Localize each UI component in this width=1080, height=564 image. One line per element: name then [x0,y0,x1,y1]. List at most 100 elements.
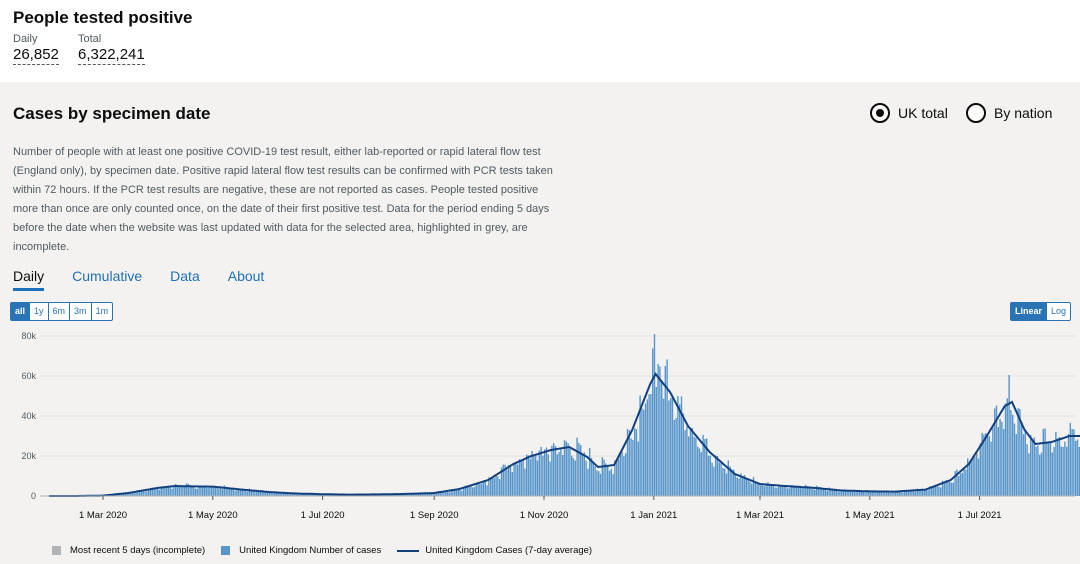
case-bar [171,488,173,496]
case-bar [286,492,288,496]
case-bar [644,403,647,496]
case-bar [547,454,549,496]
case-bar [720,463,722,496]
case-bar [509,466,512,496]
case-bar [671,396,674,496]
case-bar [218,488,220,496]
tab-about[interactable]: About [227,268,265,284]
case-bar [149,489,152,496]
scale-log-button[interactable]: Log [1046,303,1070,320]
case-bar [900,491,902,496]
case-bar [808,486,810,496]
radio-by-nation[interactable]: By nation [966,103,1052,123]
case-bar [142,491,144,496]
case-bar [277,492,279,496]
case-bar [1017,408,1019,496]
case-bar [266,492,269,496]
case-bar [1046,441,1048,496]
case-bar [711,462,713,496]
case-bar [738,478,740,496]
tab-data[interactable]: Data [170,268,200,284]
case-bar [515,462,517,496]
radio-uk-label: UK total [898,105,948,121]
range-1y-button[interactable]: 1y [29,303,48,320]
case-bar [914,491,917,496]
case-bar [837,491,839,496]
case-bar [943,482,945,496]
case-bar [970,461,972,496]
case-bar [194,488,197,496]
range-6m-button[interactable]: 6m [47,303,70,320]
case-bar [616,459,618,496]
case-bar [119,493,121,496]
case-bar [994,408,996,496]
case-bar [182,486,184,496]
case-bar [916,488,918,496]
case-bar [166,486,168,496]
case-bar [659,366,661,496]
case-bar [821,488,823,496]
case-bar [1078,446,1080,496]
case-bar [153,488,155,496]
case-bar [902,492,904,496]
case-bar [207,488,209,496]
daily-label: Daily [13,33,38,45]
case-bar [230,488,233,496]
case-bar [542,455,544,496]
case-bar [176,486,179,496]
case-bar [697,446,699,496]
case-bar [189,485,191,496]
daily-stat: Daily 26,852 [13,33,59,65]
case-bar [499,479,501,496]
case-bar [502,464,504,496]
case-bar [527,455,530,496]
case-bar [254,491,256,496]
case-bar [806,486,809,496]
case-bar [185,483,188,496]
case-bar [1033,437,1035,496]
case-bar [477,482,479,496]
case-bar [799,487,801,496]
case-bar [893,490,895,496]
daily-value[interactable]: 26,852 [13,46,59,65]
total-value[interactable]: 6,322,241 [78,46,145,65]
case-bar [506,469,508,496]
case-bar [859,491,861,496]
case-bar [992,427,994,496]
case-bar [594,466,596,496]
case-bar [968,463,971,496]
case-bar [1010,410,1012,496]
chart-tabs: Daily Cumulative Data About [13,268,292,291]
case-bar [832,489,834,496]
case-bar [610,468,612,496]
case-bar [637,441,639,496]
case-bar [743,475,746,496]
range-3m-button[interactable]: 3m [69,303,91,320]
range-all-button[interactable]: all [11,303,30,320]
tab-cumulative[interactable]: Cumulative [72,268,143,284]
case-bar [1026,444,1028,496]
case-bar [650,394,652,496]
case-bar [297,494,299,496]
case-bar [567,443,569,496]
tab-daily[interactable]: Daily [13,268,45,291]
case-bar [279,492,281,496]
case-bar [551,445,553,496]
scale-linear-button[interactable]: Linear [1011,303,1047,320]
range-1m-button[interactable]: 1m [90,303,113,320]
radio-uk-total[interactable]: UK total [870,103,948,123]
case-bar [167,487,170,496]
case-bar [160,486,162,496]
case-bar [803,487,805,496]
case-bar [274,491,276,496]
case-bar [662,398,665,496]
case-bar [1076,439,1079,496]
case-bar [164,486,166,496]
case-bar [436,493,438,496]
case-bar [850,490,852,496]
case-bar [749,481,751,496]
case-bar [648,394,650,496]
average-line [49,372,1080,497]
case-bar [706,438,708,496]
case-bar [247,491,249,496]
